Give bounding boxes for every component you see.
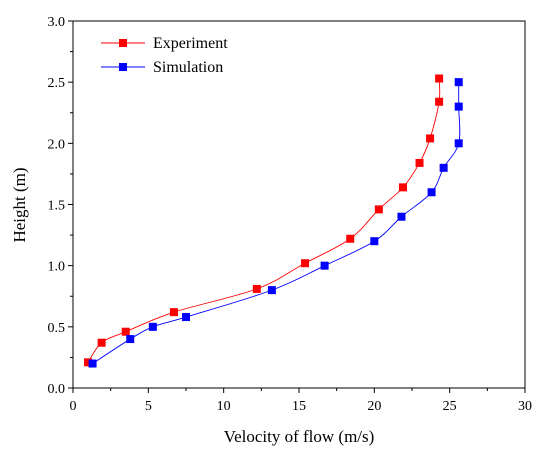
x-tick-label: 15	[292, 399, 306, 414]
legend-label: Experiment	[153, 35, 228, 52]
y-tick-label: 1.0	[48, 260, 66, 275]
data-point-simulation	[397, 212, 406, 221]
x-tick-label: 5	[145, 399, 152, 414]
legend-label: Simulation	[153, 59, 223, 76]
plot-series	[84, 74, 463, 368]
x-tick-label: 25	[443, 399, 457, 414]
data-point-simulation	[370, 237, 379, 246]
data-point-simulation	[267, 286, 276, 295]
x-axis-ticks: 0 5 10 15 20 25 30	[70, 388, 532, 414]
y-tick-label: 3.0	[48, 15, 66, 30]
y-tick-label: 0.5	[48, 321, 66, 336]
data-point-experiment	[121, 327, 130, 336]
data-point-simulation	[126, 335, 135, 344]
y-axis-ticks: 0.0 0.5 1.0 1.5 2.0 2.5 3.0	[48, 15, 73, 397]
y-tick-label: 1.5	[48, 199, 66, 214]
data-point-experiment	[435, 97, 444, 106]
series-line-simulation	[92, 82, 461, 364]
legend-marker	[119, 39, 127, 47]
x-tick-label: 0	[70, 399, 77, 414]
data-point-simulation	[454, 139, 463, 148]
data-point-experiment	[252, 284, 261, 293]
data-point-experiment	[84, 358, 93, 367]
data-point-experiment	[97, 338, 106, 347]
y-axis-title: Height (m)	[10, 167, 29, 242]
y-tick-label: 2.5	[48, 76, 66, 91]
data-point-simulation	[320, 261, 329, 270]
data-point-simulation	[454, 102, 463, 111]
data-point-simulation	[148, 322, 157, 331]
series-line-experiment	[87, 78, 441, 363]
data-point-experiment	[435, 74, 444, 83]
data-point-experiment	[398, 183, 407, 192]
data-point-simulation	[439, 163, 448, 172]
data-point-simulation	[88, 359, 97, 368]
data-point-experiment	[415, 158, 424, 167]
data-point-simulation	[454, 78, 463, 87]
legend: Experiment Simulation	[101, 35, 228, 76]
data-point-simulation	[427, 188, 436, 197]
data-point-experiment	[346, 234, 355, 243]
x-tick-label: 20	[367, 399, 381, 414]
data-point-experiment	[374, 205, 383, 214]
data-point-experiment	[169, 308, 178, 317]
y-tick-label: 0.0	[48, 382, 66, 397]
data-point-experiment	[426, 134, 435, 143]
x-axis-title: Velocity of flow (m/s)	[224, 427, 375, 446]
data-point-experiment	[301, 259, 310, 268]
x-tick-label: 10	[217, 399, 231, 414]
x-tick-label: 30	[518, 399, 532, 414]
legend-marker	[119, 63, 127, 71]
data-point-simulation	[182, 313, 190, 322]
y-tick-label: 2.0	[48, 137, 66, 152]
